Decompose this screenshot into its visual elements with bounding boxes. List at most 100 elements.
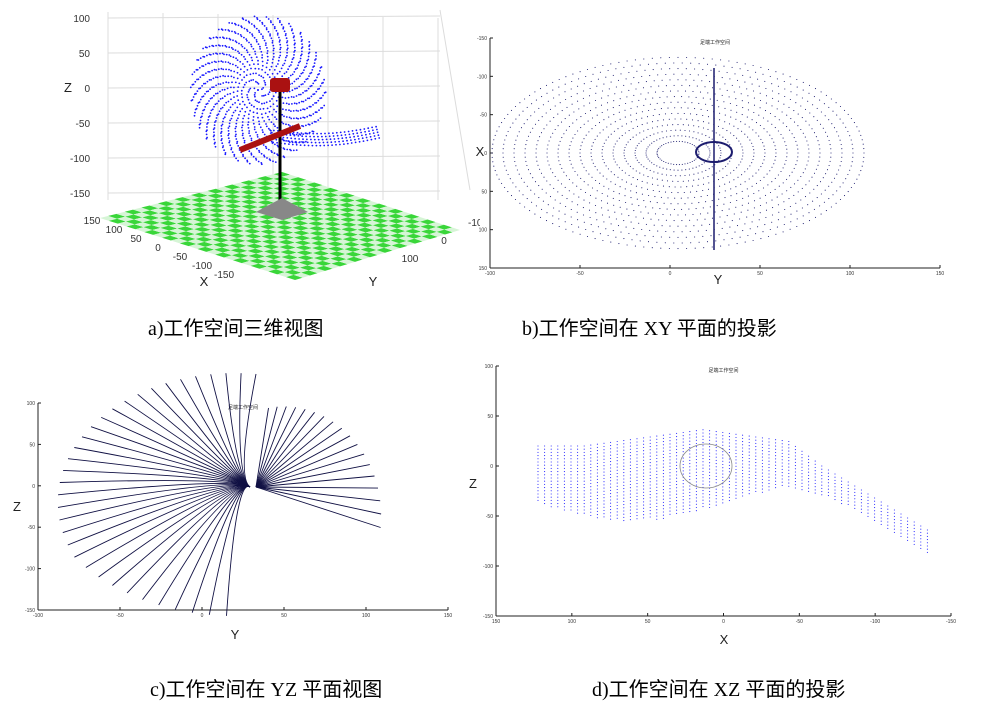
data-point: [629, 474, 631, 476]
floor-tile: [412, 226, 429, 232]
data-point: [736, 225, 739, 227]
data-point: [689, 495, 691, 497]
data-point: [541, 208, 543, 210]
tick-label-x: -100: [33, 613, 43, 619]
data-point: [291, 132, 294, 135]
data-point: [577, 471, 579, 473]
data-point: [557, 458, 559, 460]
data-point: [755, 484, 757, 486]
data-point: [282, 26, 285, 29]
tick-label-y: -50: [480, 113, 487, 119]
data-point: [297, 64, 299, 67]
data-point: [213, 138, 216, 141]
data-point: [808, 462, 810, 464]
data-point: [834, 495, 836, 497]
data-point: [689, 230, 691, 233]
data-point: [715, 495, 717, 497]
data-point: [597, 226, 599, 228]
floor-tile: [257, 200, 275, 205]
data-point: [265, 42, 267, 44]
data-point: [796, 144, 798, 146]
data-point: [298, 93, 300, 96]
data-point: [529, 94, 531, 96]
data-point: [616, 482, 618, 484]
data-point: [373, 135, 376, 137]
data-point: [788, 453, 790, 455]
data-point: [649, 229, 651, 231]
data-point: [728, 244, 730, 246]
data-point: [830, 156, 832, 158]
floor-tile: [240, 185, 258, 190]
data-point: [635, 192, 637, 194]
data-point: [701, 80, 703, 82]
data-point: [786, 190, 788, 192]
data-point: [649, 446, 651, 448]
data-point: [711, 87, 714, 89]
data-point: [339, 143, 341, 146]
data-point: [676, 509, 678, 511]
data-point: [623, 465, 625, 467]
data-point: [534, 181, 537, 183]
data-point: [263, 154, 265, 157]
data-point: [657, 132, 659, 134]
floor-tile: [170, 238, 188, 244]
caption-c: c)工作空间在 YZ 平面视图: [150, 679, 383, 701]
data-point: [250, 23, 253, 25]
floor-tile: [395, 211, 412, 217]
data-point: [673, 169, 675, 171]
data-point: [231, 151, 234, 154]
data-point: [621, 213, 623, 215]
data-point: [527, 169, 530, 171]
data-point: [296, 67, 298, 69]
floor-tile: [226, 223, 244, 229]
data-point: [676, 506, 678, 508]
data-point: [202, 95, 205, 98]
data-point: [623, 472, 625, 474]
data-point: [271, 41, 274, 44]
floor-tile: [302, 238, 319, 244]
data-point: [252, 79, 255, 81]
data-point: [771, 105, 773, 107]
data-point: [860, 170, 862, 172]
data-point: [784, 95, 786, 98]
data-point: [268, 118, 271, 121]
data-point: [693, 179, 695, 181]
data-point: [643, 466, 645, 468]
data-point: [577, 483, 579, 485]
data-point: [583, 496, 585, 498]
data-point: [829, 144, 831, 146]
data-point: [867, 503, 869, 505]
data-point: [821, 481, 823, 483]
data-point: [610, 241, 612, 243]
data-point: [633, 227, 635, 229]
data-point: [236, 142, 238, 145]
data-point: [707, 188, 710, 190]
data-point: [801, 469, 803, 472]
data-point: [619, 186, 621, 188]
data-point: [709, 471, 711, 473]
data-point: [266, 47, 268, 49]
floor-tile: [183, 209, 201, 215]
data-point: [728, 123, 731, 125]
data-point: [240, 44, 243, 46]
data-point: [753, 152, 755, 154]
data-point: [243, 141, 246, 144]
data-point: [631, 101, 633, 103]
data-point: [623, 481, 625, 483]
data-point: [684, 163, 686, 165]
data-point: [771, 214, 774, 216]
data-point: [206, 80, 209, 83]
floor-tile: [253, 236, 270, 242]
data-point: [601, 97, 603, 99]
data-point: [544, 445, 546, 447]
data-point: [681, 96, 683, 98]
data-point: [874, 507, 876, 509]
data-point: [623, 446, 625, 448]
data-point: [920, 525, 922, 527]
floor-tile: [224, 255, 241, 261]
data-point: [790, 221, 792, 223]
data-point: [730, 172, 732, 174]
data-point: [709, 439, 711, 441]
data-point: [724, 83, 726, 85]
data-point: [544, 455, 546, 457]
